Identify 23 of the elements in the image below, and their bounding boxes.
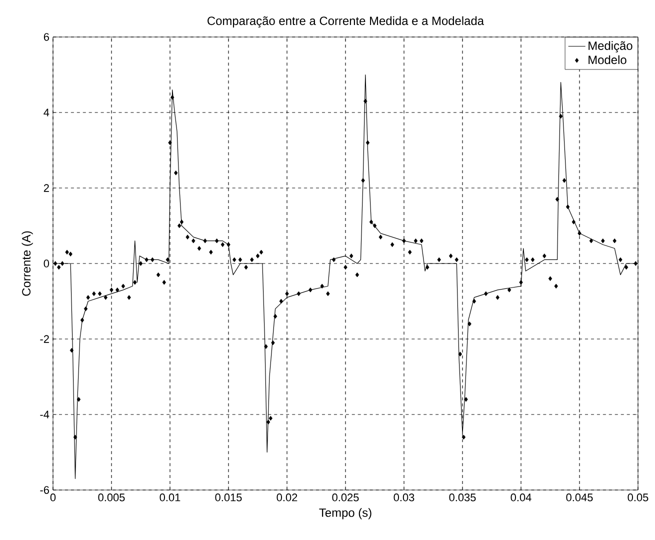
y-tick-label: 0 <box>44 260 50 268</box>
y-tick-label: -2 <box>40 335 49 343</box>
legend-label: Medição <box>588 41 632 52</box>
x-tick-label: 0.005 <box>98 494 125 502</box>
x-axis-title: Tempo (s) <box>319 508 372 520</box>
x-tick-label: 0.01 <box>160 494 180 502</box>
x-tick-label: 0.015 <box>215 494 242 502</box>
y-tick-label: -6 <box>40 486 49 494</box>
x-tick-label: 0.025 <box>332 494 359 502</box>
chart-title: Comparação entre a Corrente Medida e a Modelada <box>208 16 484 28</box>
x-tick-label: 0.02 <box>276 494 298 502</box>
x-tick-label: 0.045 <box>566 494 593 502</box>
x-tick-label: 0.05 <box>628 494 648 502</box>
y-tick-label: -4 <box>40 410 50 418</box>
legend-label: Modelo <box>588 55 626 64</box>
y-tick-label: 6 <box>44 33 49 41</box>
y-axis-title: Corrente (A) <box>22 231 33 296</box>
x-tick-label: 0.04 <box>510 494 532 502</box>
x-tick-label: 0.03 <box>394 494 414 502</box>
x-tick-label: 0 <box>50 494 56 502</box>
y-tick-label: 4 <box>44 108 50 116</box>
y-tick-label: 2 <box>44 184 49 192</box>
x-tick-label: 0.035 <box>449 494 476 502</box>
